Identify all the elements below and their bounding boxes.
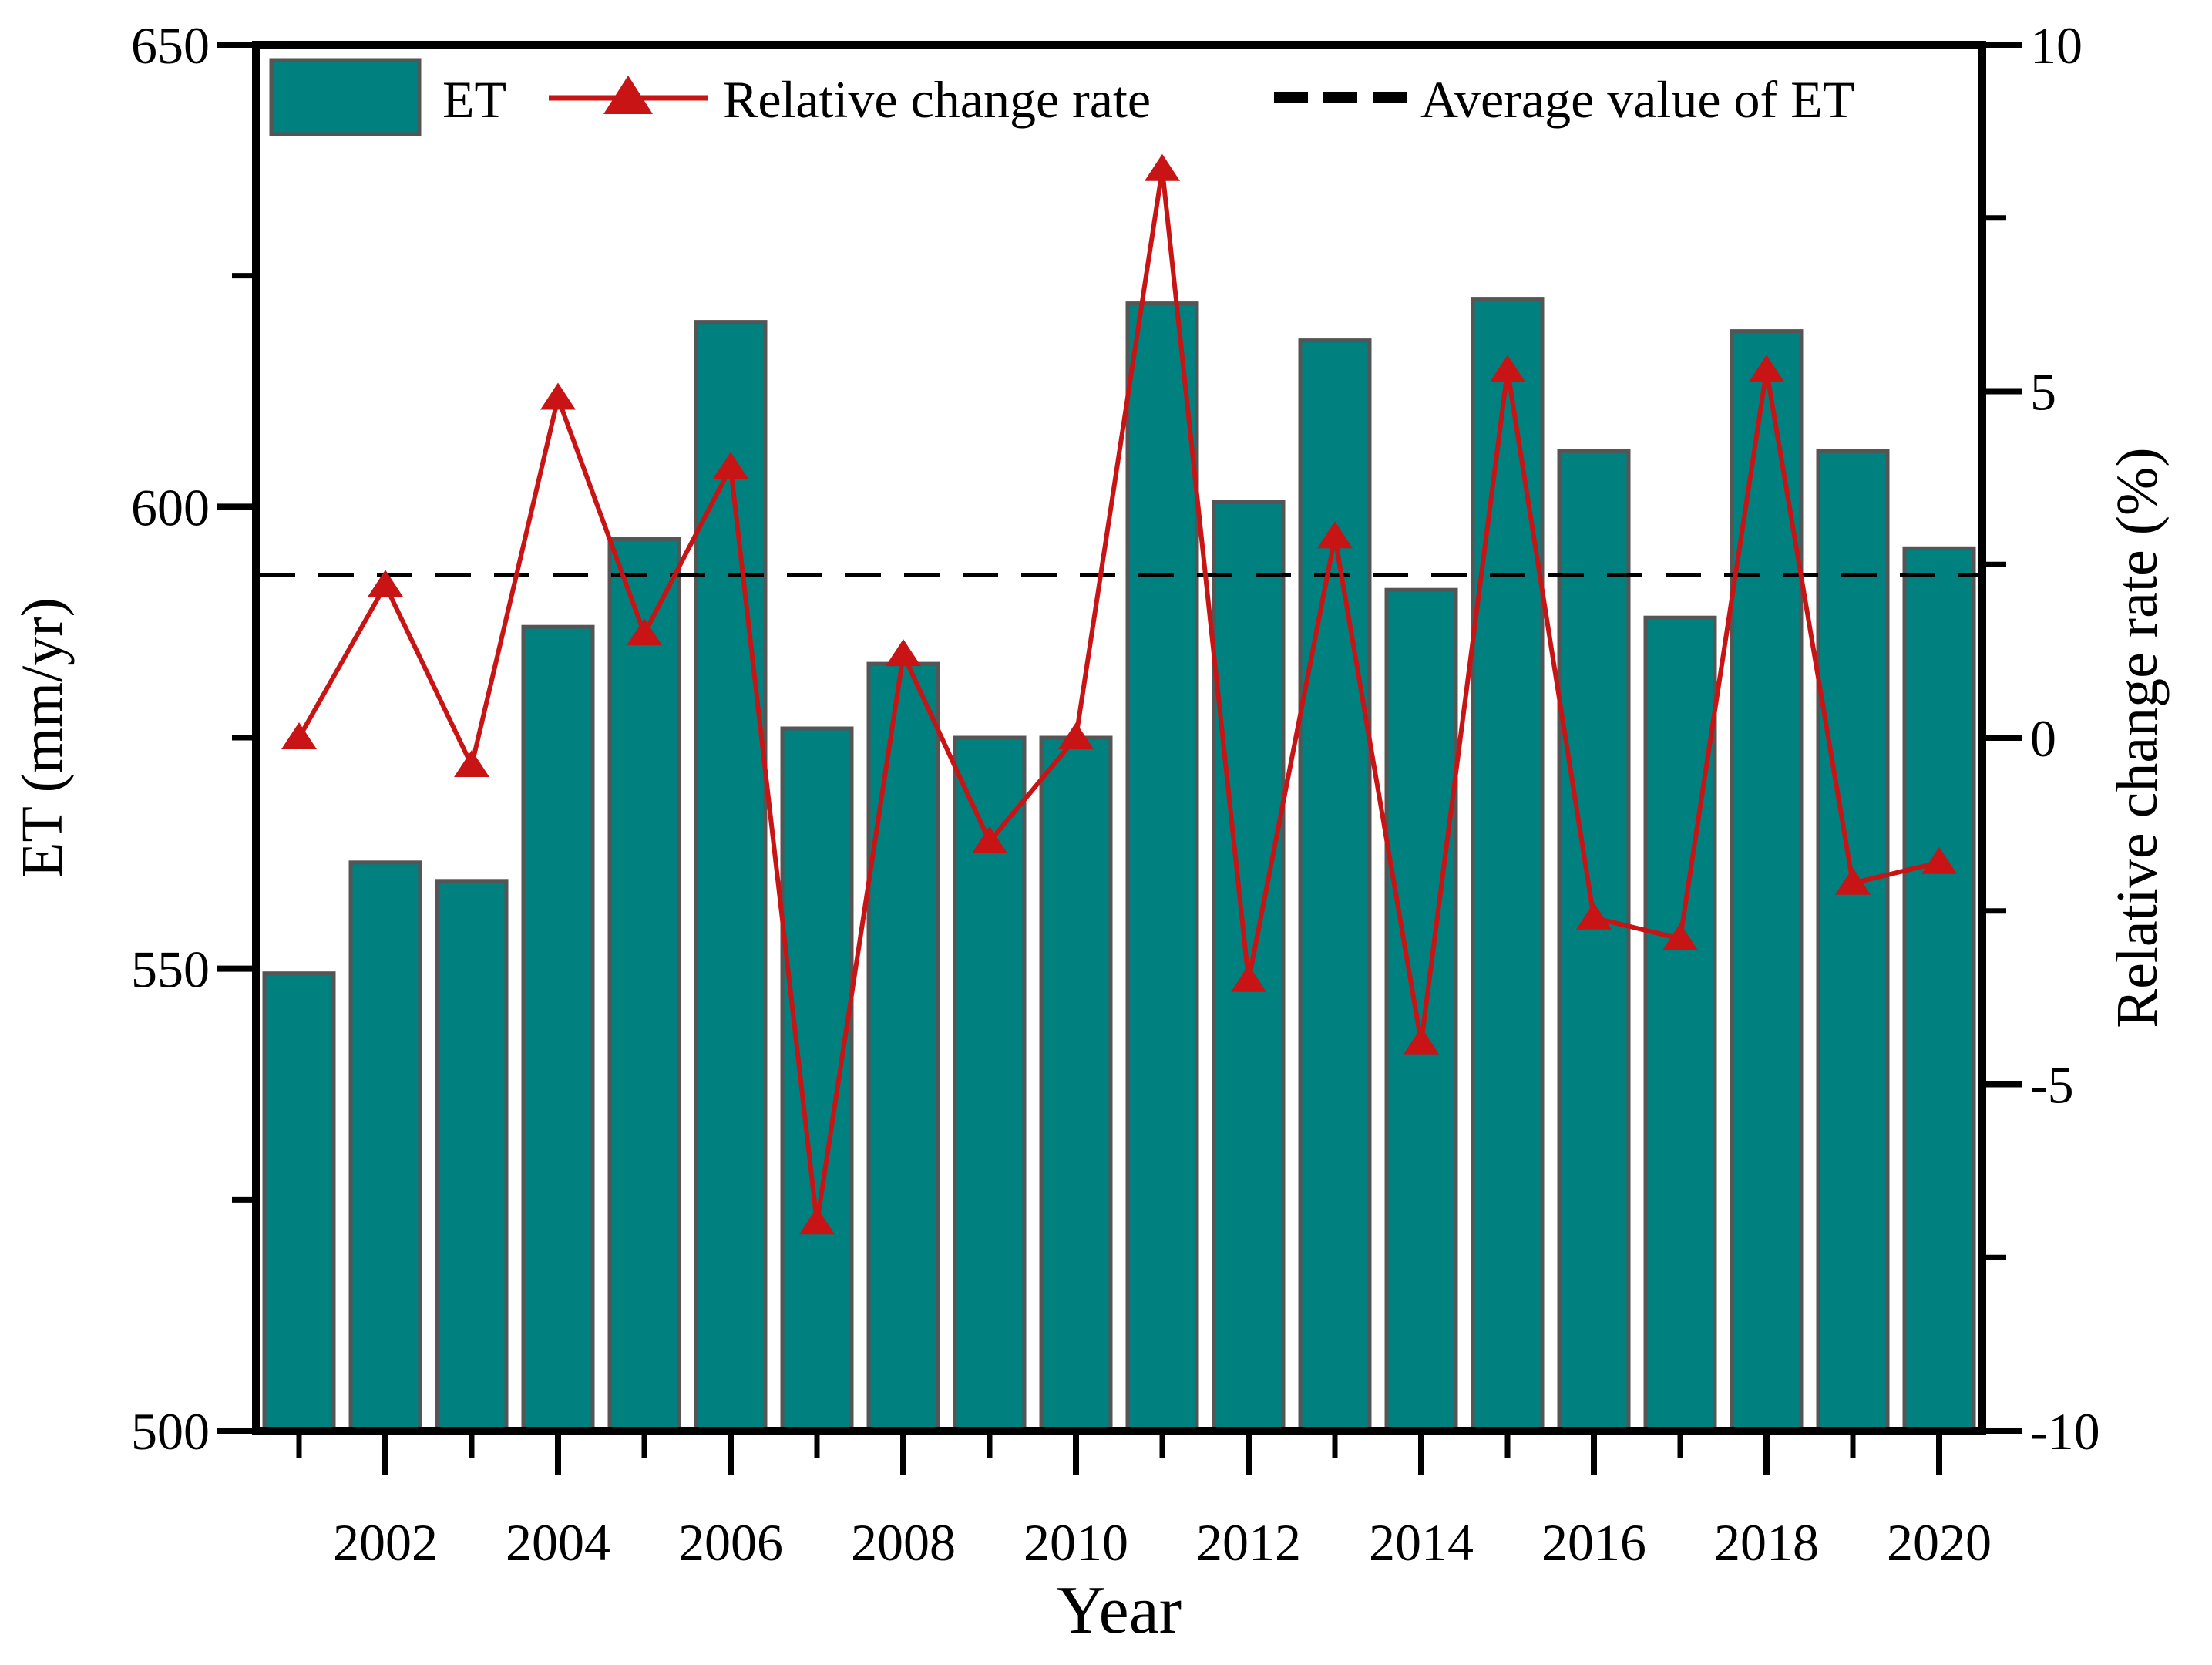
plot-frame — [252, 41, 1986, 1435]
right-axis-tick-label: -10 — [2030, 1402, 2100, 1461]
et-bar — [780, 726, 854, 1433]
rcr-marker — [1404, 1027, 1439, 1054]
x-axis-tick-label: 2006 — [678, 1513, 783, 1572]
x-axis-tick-label: 2014 — [1369, 1513, 1474, 1572]
et-bar — [1471, 297, 1545, 1433]
rcr-marker — [1231, 964, 1266, 992]
legend-label-et: ET — [442, 70, 506, 129]
x-axis-tick-label: 2012 — [1196, 1513, 1301, 1572]
left-axis-tick-label: 600 — [131, 478, 210, 536]
rcr-marker — [627, 618, 662, 646]
et-bar — [953, 735, 1027, 1433]
rcr-marker — [1058, 722, 1094, 749]
rcr-marker — [1317, 521, 1353, 549]
rcr-marker — [1145, 153, 1180, 181]
et-bar — [1557, 449, 1631, 1433]
rcr-marker — [1749, 355, 1784, 382]
rcr-marker — [1921, 846, 1957, 874]
right-axis-tick-label: -5 — [2030, 1056, 2074, 1115]
et-bar — [1298, 338, 1372, 1433]
left-axis-tick-label: 500 — [131, 1402, 210, 1461]
rcr-marker — [368, 570, 403, 597]
legend-triangle-icon — [603, 76, 653, 114]
x-axis-title: Year — [1057, 1573, 1182, 1648]
et-bar — [1902, 546, 1976, 1433]
x-axis-tick-label: 2010 — [1024, 1513, 1128, 1572]
x-axis-tick-label: 2004 — [506, 1513, 610, 1572]
legend-label-avg: Average value of ET — [1420, 70, 1854, 129]
rcr-marker — [1835, 867, 1871, 895]
right-axis-tick-label: 5 — [2030, 363, 2056, 422]
et-bar — [1125, 301, 1199, 1433]
rcr-marker — [713, 452, 748, 479]
rcr-marker — [1576, 902, 1612, 930]
legend-dash-sample — [1274, 92, 1407, 103]
et-bar — [262, 971, 336, 1433]
right-axis-title: Relative change rate (%) — [2105, 447, 2170, 1028]
legend: ET Relative change rate Average value of… — [269, 58, 1854, 136]
rcr-marker — [540, 382, 576, 410]
left-axis-title: ET (mm/yr) — [10, 597, 75, 878]
right-axis-tick-label: 0 — [2030, 709, 2056, 768]
legend-label-rcr: Relative change rate — [723, 70, 1151, 129]
et-bar — [1039, 735, 1113, 1433]
right-axis-tick-label: 10 — [2030, 16, 2083, 75]
et-bar — [694, 320, 768, 1433]
rcr-marker — [1662, 923, 1698, 950]
et-bar — [348, 860, 422, 1433]
x-axis-tick-label: 2018 — [1714, 1513, 1819, 1572]
x-axis-tick-label: 2008 — [851, 1513, 956, 1572]
rcr-marker — [454, 750, 489, 777]
rcr-marker — [972, 826, 1007, 853]
et-bar — [1816, 449, 1890, 1433]
et-bar — [1643, 615, 1717, 1433]
rcr-marker — [886, 639, 921, 667]
et-bar — [521, 624, 595, 1433]
plot-area: 650 600 550 500 10 5 0 -5 -10 2002 2004 2006 2008 201… — [131, 16, 2100, 1572]
x-axis-tick-label: 2002 — [333, 1513, 438, 1572]
et-bar — [1730, 329, 1804, 1433]
relative-change-line — [297, 169, 1940, 1223]
left-axis-tick-label: 650 — [131, 16, 210, 75]
rcr-marker — [799, 1207, 835, 1235]
et-bar — [435, 879, 509, 1433]
et-bar — [607, 536, 681, 1433]
x-axis-tick-label: 2016 — [1541, 1513, 1646, 1572]
left-axis-tick-label: 550 — [131, 940, 210, 999]
rcr-marker — [281, 722, 317, 749]
x-axis-tick-label: 2020 — [1887, 1513, 1992, 1572]
et-bar — [866, 661, 940, 1433]
legend-swatch-bar — [269, 58, 422, 136]
rcr-marker — [1490, 355, 1525, 382]
et-bar — [1384, 587, 1458, 1433]
